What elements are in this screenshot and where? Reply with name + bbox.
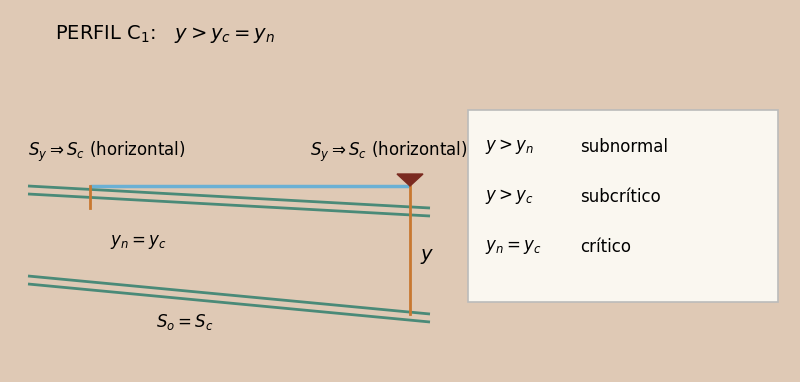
Text: $S_y\Rightarrow S_c$ (horizontal): $S_y\Rightarrow S_c$ (horizontal) — [28, 140, 186, 164]
FancyBboxPatch shape — [468, 110, 778, 302]
Text: $y > y_n$: $y > y_n$ — [485, 138, 534, 157]
Text: $y > y_c$: $y > y_c$ — [485, 188, 534, 207]
Text: $S_y\Rightarrow S_c$ (horizontal): $S_y\Rightarrow S_c$ (horizontal) — [310, 140, 467, 164]
Polygon shape — [397, 174, 423, 186]
Text: subnormal: subnormal — [580, 138, 668, 156]
Text: $y$: $y$ — [420, 248, 434, 267]
Text: $y_n = y_c$: $y_n = y_c$ — [110, 233, 166, 251]
Text: PERFIL C$_1$:   $y > y_c = y_n$: PERFIL C$_1$: $y > y_c = y_n$ — [55, 23, 275, 45]
Text: $y_n = y_c$: $y_n = y_c$ — [485, 238, 542, 256]
Text: crítico: crítico — [580, 238, 631, 256]
Text: subcrítico: subcrítico — [580, 188, 661, 206]
Text: $S_o = S_c$: $S_o = S_c$ — [156, 312, 214, 332]
